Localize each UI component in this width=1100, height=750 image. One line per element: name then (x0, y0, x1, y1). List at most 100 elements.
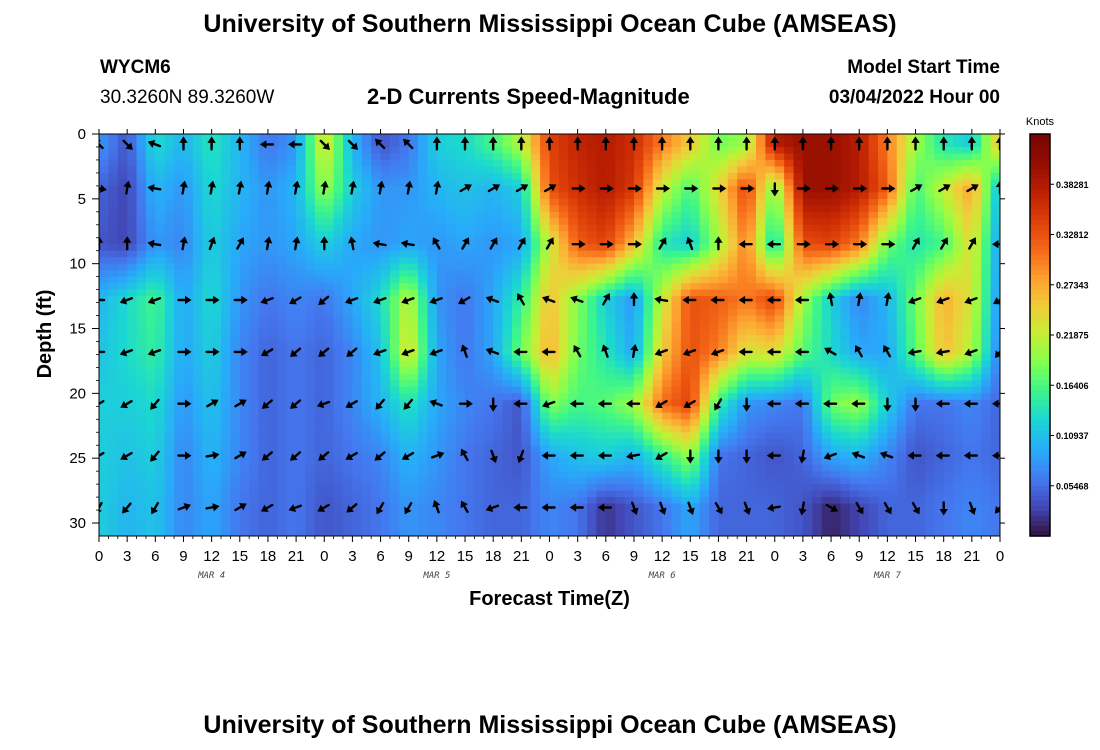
heat-cell (596, 328, 607, 336)
heat-cell (192, 373, 203, 381)
heat-cell (558, 231, 569, 239)
heat-cell (314, 438, 325, 446)
heat-cell (361, 231, 372, 239)
heat-cell (455, 231, 466, 239)
heat-cell (971, 373, 982, 381)
heat-cell (718, 250, 729, 258)
heat-cell (474, 237, 485, 245)
heat-cell (192, 205, 203, 213)
heat-cell (849, 270, 860, 278)
heat-cell (277, 172, 288, 180)
heat-cell (596, 445, 607, 453)
heat-cell (943, 172, 954, 180)
heat-cell (511, 153, 522, 161)
heat-cell (286, 211, 297, 219)
heat-cell (896, 328, 907, 336)
heat-cell (465, 296, 476, 304)
heat-cell (849, 276, 860, 284)
heat-cell (540, 412, 551, 420)
heat-cell (849, 438, 860, 446)
heat-cell (249, 146, 260, 155)
heat-cell (183, 393, 194, 401)
heat-cell (568, 276, 579, 284)
heat-cell (352, 322, 363, 330)
heat-cell (230, 140, 241, 148)
heat-cell (502, 367, 513, 375)
heat-cell (906, 192, 917, 200)
heat-cell (774, 406, 785, 414)
heat-cell (671, 406, 682, 414)
heat-cell (859, 140, 870, 148)
heat-cell (840, 432, 851, 440)
heat-cell (662, 445, 673, 453)
heat-cell (568, 140, 579, 148)
heat-cell (202, 263, 213, 271)
heat-cell (784, 289, 795, 297)
heat-cell (549, 289, 560, 297)
heat-cell (183, 445, 194, 453)
heat-cell (699, 412, 710, 420)
heat-cell (399, 367, 410, 375)
heat-cell (418, 425, 429, 433)
heat-cell (427, 309, 438, 317)
heat-cell (934, 224, 945, 232)
heat-cell (399, 257, 410, 265)
heat-cell (943, 198, 954, 206)
heat-cell (633, 393, 644, 401)
heat-cell (671, 205, 682, 213)
heat-cell (408, 406, 419, 414)
heat-cell (174, 211, 185, 219)
heat-cell (812, 419, 823, 427)
heat-cell (474, 302, 485, 310)
heat-cell (812, 134, 823, 142)
heat-cell (943, 386, 954, 394)
heat-cell (230, 315, 241, 323)
heat-cell (755, 458, 766, 466)
heat-cell (849, 153, 860, 161)
heat-cell (399, 192, 410, 200)
heat-cell (605, 263, 616, 271)
heat-cell (511, 237, 522, 245)
heat-cell (455, 354, 466, 362)
heat-cell (221, 347, 231, 356)
heat-cell (924, 134, 935, 142)
heat-cell (709, 328, 720, 336)
heat-cell (831, 328, 842, 336)
heat-cell (765, 244, 776, 252)
heat-cell (436, 237, 447, 245)
heat-cell (859, 283, 870, 291)
heat-cell (793, 322, 804, 330)
heat-cell (652, 153, 663, 161)
heat-cell (408, 218, 419, 226)
heat-cell (145, 425, 156, 433)
heat-cell (277, 192, 288, 200)
heat-cell (690, 399, 701, 407)
heat-cell (267, 373, 278, 381)
heat-cell (615, 302, 626, 310)
heat-cell (765, 263, 776, 271)
heat-cell (784, 335, 795, 343)
heat-cell (821, 146, 832, 155)
heat-cell (615, 360, 626, 369)
heat-cell (127, 373, 138, 381)
heat-cell (680, 367, 691, 375)
heat-cell (953, 198, 964, 206)
heat-cell (981, 172, 992, 180)
heat-cell (399, 146, 410, 155)
heat-cell (277, 134, 288, 142)
heat-cell (990, 367, 1000, 375)
heat-cell (596, 296, 607, 304)
heat-cell (924, 263, 935, 271)
heat-cell (540, 134, 551, 142)
heat-cell (981, 438, 992, 446)
heat-cell (164, 322, 175, 330)
heat-cell (258, 211, 269, 219)
heat-cell (699, 257, 710, 265)
heat-cell (671, 296, 682, 304)
heat-cell (108, 283, 119, 291)
heat-cell (502, 458, 513, 466)
heat-cell (953, 237, 964, 245)
heat-cell (277, 198, 288, 206)
heat-cell (737, 458, 748, 466)
heat-cell (183, 380, 194, 388)
